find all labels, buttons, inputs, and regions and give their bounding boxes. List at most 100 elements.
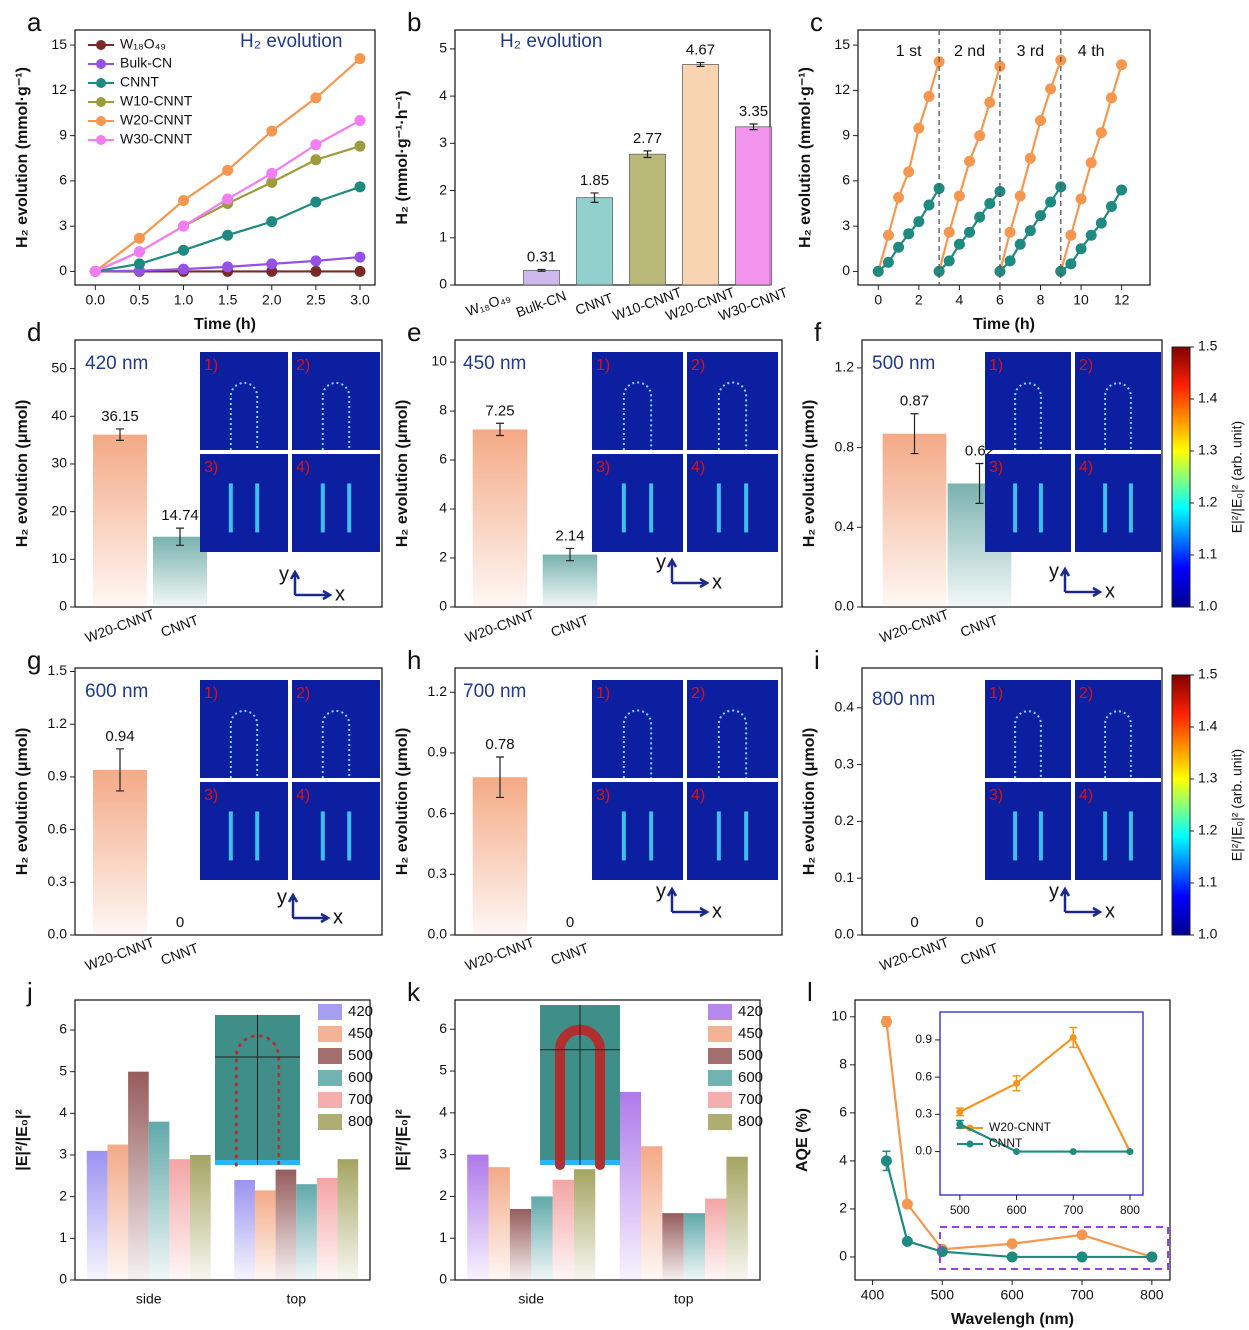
data-point: [1116, 59, 1128, 71]
value-label: 14.74: [161, 507, 199, 524]
data-point: [133, 232, 145, 244]
data-point: [310, 255, 322, 267]
data-point: [1065, 229, 1077, 241]
y-tick-label: 1.2: [835, 359, 855, 375]
value-label: 0.87: [900, 393, 929, 410]
field-hotspot: [1128, 483, 1133, 533]
y-tick-label: 9: [842, 126, 850, 142]
nanotube-outline: [321, 709, 351, 778]
data-point: [956, 1120, 964, 1128]
x-tick-label: side: [136, 1291, 162, 1307]
plot-frame: [861, 339, 1163, 608]
y-tick-label: 2: [439, 1187, 447, 1203]
y-tick-label: 10: [51, 550, 67, 566]
y-tick-label: 6: [59, 1021, 67, 1037]
data-point: [266, 167, 278, 179]
data-point: [310, 265, 322, 277]
field-hotspot: [649, 811, 654, 861]
y-tick-label: 8: [439, 402, 447, 418]
legend-marker: [96, 78, 106, 88]
field-map-tile: [292, 782, 380, 880]
y-tick-label: 0.4: [835, 518, 855, 534]
data-point: [923, 90, 935, 102]
value-label: 7.25: [485, 402, 514, 419]
y-axis-label: AQE (%): [794, 1108, 811, 1172]
panel-label: b: [407, 7, 421, 37]
axis-arrow: [289, 569, 333, 601]
series-line: [885, 1021, 1153, 1258]
field-map-tile: [1075, 680, 1161, 778]
error-bar: [749, 123, 758, 131]
axis-arrow-label: x: [335, 583, 345, 605]
y-tick-label: 0.6: [915, 1069, 932, 1083]
bar: [93, 769, 147, 935]
field-map-tile: [592, 352, 683, 450]
bar: [128, 1071, 149, 1280]
legend-swatch: [708, 1004, 732, 1020]
colorbar-label: E|²/|E₀|² (arb. unit): [1229, 749, 1245, 861]
x-tick-label: W₁₈O₄₉: [464, 288, 513, 319]
y-tick-label: 0.2: [835, 812, 855, 828]
legend-swatch: [318, 1092, 342, 1108]
y-tick-label: 2: [439, 181, 447, 197]
data-point: [893, 241, 905, 253]
legend-swatch: [708, 1026, 732, 1042]
nanotube-outline: [1014, 382, 1042, 450]
axis-arrow-label: x: [1105, 900, 1115, 922]
field-map-tile: [592, 454, 683, 552]
x-tick-label: 700: [1063, 1203, 1083, 1217]
data-point: [178, 220, 190, 232]
x-axis-label: Wavelengh (nm): [951, 1311, 1074, 1328]
y-tick-label: 0.0: [48, 926, 68, 942]
colorbar-tick-label: 1.4: [1198, 390, 1218, 406]
data-point: [953, 190, 965, 202]
tile-label: 2): [296, 685, 310, 702]
annotation: H₂ evolution: [240, 31, 342, 52]
y-tick-label: 4: [439, 500, 447, 516]
colorbar-tick-label: 1.1: [1198, 546, 1218, 562]
data-point: [933, 265, 945, 277]
field-hotspot: [1013, 811, 1018, 861]
annotation: 800 nm: [872, 689, 935, 710]
error-bar: [537, 268, 546, 272]
data-point: [133, 258, 145, 270]
y-tick-label: 0.3: [915, 1107, 932, 1121]
data-point: [984, 96, 996, 108]
nanotube-outline: [1014, 710, 1042, 778]
legend-label: W30-CNNT: [120, 131, 193, 147]
cycle-label: 1 st: [896, 43, 922, 60]
axis-arrow: [1059, 886, 1103, 918]
annotation: 500 nm: [872, 353, 935, 374]
panel-label: e: [407, 317, 421, 347]
error-bar: [116, 748, 124, 792]
tile-label: 2): [691, 685, 705, 702]
field-map-tile: [200, 352, 288, 450]
y-tick-label: 0: [439, 276, 447, 292]
data-point: [266, 216, 278, 228]
y-tick-label: 0.9: [48, 768, 68, 784]
y-tick-label: 0.8: [835, 438, 855, 454]
data-point: [994, 185, 1006, 197]
field-map-tile: [687, 782, 778, 880]
plot-frame: [939, 1011, 1144, 1196]
panel-label: j: [26, 977, 33, 1007]
x-tick-label: CNNT: [159, 939, 201, 967]
nanotube-outline: [1104, 382, 1132, 450]
y-tick-label: 15: [51, 36, 67, 52]
y-tick-label: 0.3: [428, 865, 448, 881]
data-point: [222, 193, 234, 205]
legend-label: W20-CNNT: [120, 112, 193, 128]
cycle-label: 2 nd: [954, 43, 985, 60]
panel-label: c: [810, 7, 823, 37]
legend-label: 600: [348, 1069, 373, 1086]
panel-label: i: [814, 645, 820, 675]
data-point: [903, 166, 915, 178]
field-hotspot: [744, 483, 749, 533]
x-tick-label: 800: [1140, 1287, 1164, 1303]
x-tick-label: CNNT: [573, 289, 615, 317]
y-tick-label: 40: [51, 407, 67, 423]
y-tick-label: 6: [842, 172, 850, 188]
data-point: [1013, 1079, 1021, 1087]
y-tick-label: 0: [839, 1248, 847, 1264]
bar: [488, 1167, 510, 1280]
